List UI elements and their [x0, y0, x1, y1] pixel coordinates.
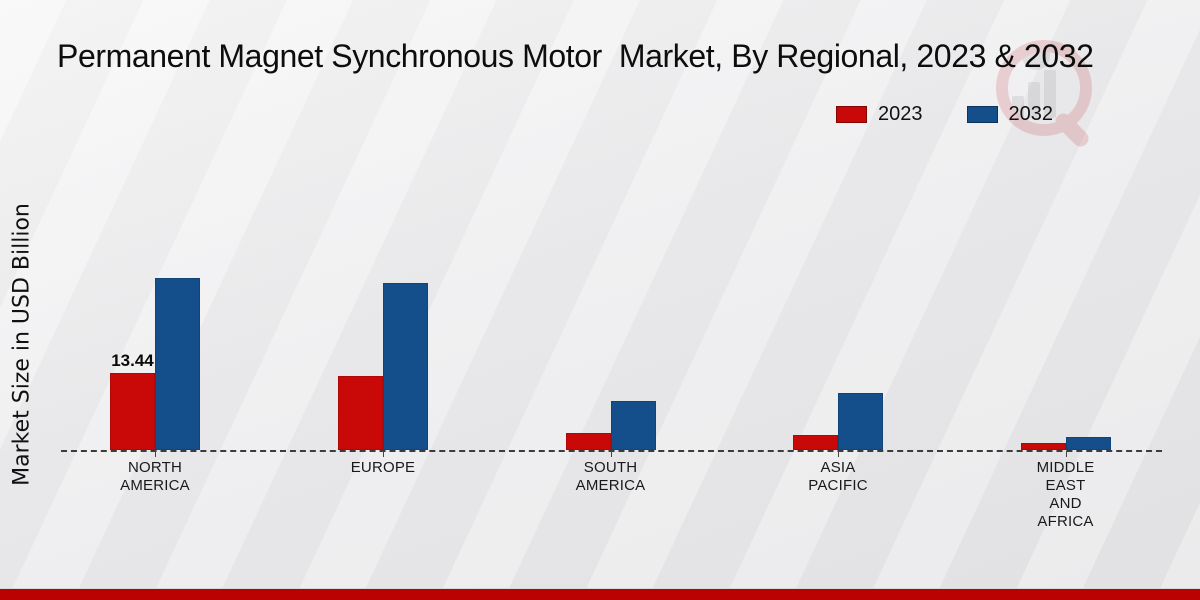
- legend-label-2023: 2023: [878, 103, 923, 125]
- bar-2032-asia-pacific: [838, 393, 883, 450]
- legend-label-2032: 2032: [1008, 103, 1054, 125]
- x-axis-category-label-middle-east-and-africa: MIDDLE EAST AND AFRICA: [1036, 459, 1095, 530]
- bar-2032-north-america: [155, 278, 200, 450]
- x-axis-baseline: [61, 450, 1162, 452]
- legend: 2023 2032: [836, 103, 1053, 126]
- x-axis-category-label-north-america: NORTH AMERICA: [120, 459, 190, 494]
- bar-value-label: 13.44: [111, 350, 154, 370]
- bar-2023-asia-pacific: [793, 435, 838, 450]
- legend-item-2023: 2023: [836, 103, 923, 126]
- bar-2032-middle-east-and-africa: [1065, 436, 1111, 450]
- x-axis-tick: [838, 451, 839, 457]
- legend-swatch-2032: [966, 106, 998, 123]
- legend-item-2032: 2032: [966, 103, 1054, 126]
- bar-2032-europe: [383, 283, 428, 450]
- bar-2023-europe: [338, 376, 383, 450]
- chart-title: Permanent Magnet Synchronous Motor Marke…: [57, 38, 1094, 74]
- x-axis-tick: [155, 451, 156, 457]
- x-axis-category-label-asia-pacific: ASIA PACIFIC: [808, 459, 868, 494]
- x-axis-category-label-south-america: SOUTH AMERICA: [575, 459, 646, 494]
- x-axis-tick: [610, 451, 612, 457]
- x-axis-tick: [1065, 451, 1067, 457]
- bar-2023-north-america: [110, 372, 155, 450]
- bar-2023-middle-east-and-africa: [1020, 443, 1066, 450]
- footer-red-bar: [0, 588, 1200, 600]
- x-axis-tick: [383, 451, 384, 457]
- bar-2023-south-america: [565, 432, 611, 450]
- bar-2032-south-america: [610, 400, 656, 450]
- x-axis-category-label-europe: EUROPE: [350, 459, 416, 476]
- legend-swatch-2023: [836, 106, 867, 123]
- magnifier-bar-chart-logo-icon: [988, 26, 1108, 150]
